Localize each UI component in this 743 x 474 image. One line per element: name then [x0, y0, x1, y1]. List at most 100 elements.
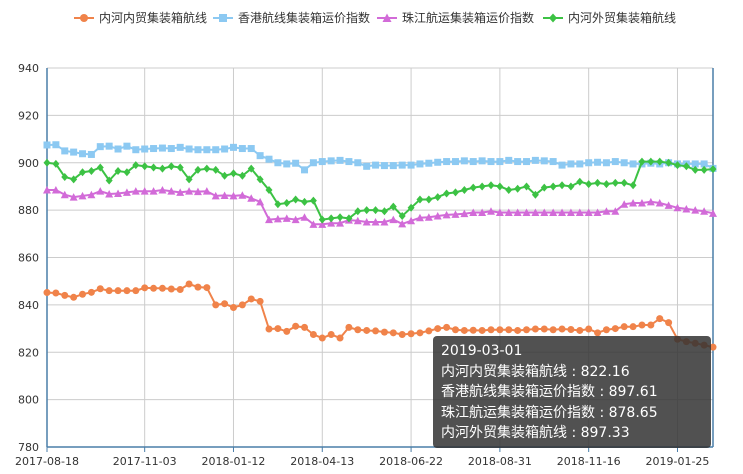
data-point — [301, 166, 309, 174]
data-point — [567, 160, 575, 168]
data-point — [96, 187, 105, 195]
data-point — [372, 161, 380, 169]
data-point — [531, 156, 539, 164]
tooltip-line-3: 珠江航运集装箱运价指数 : 878.65 — [441, 404, 658, 421]
legend-label: 内河内贸集装箱航线 — [99, 10, 207, 25]
data-point — [292, 195, 300, 204]
data-point — [655, 199, 664, 207]
data-point — [416, 195, 424, 204]
data-point — [505, 326, 513, 334]
data-point — [665, 319, 673, 327]
legend-label: 珠江航运集装箱运价指数 — [402, 10, 534, 25]
data-point — [79, 168, 87, 177]
data-point — [140, 187, 149, 195]
data-point — [51, 185, 60, 194]
data-point — [398, 219, 407, 228]
data-point — [336, 156, 344, 164]
data-point — [327, 219, 336, 227]
legend-marker — [549, 13, 557, 23]
data-point — [460, 326, 468, 334]
data-point — [354, 159, 362, 167]
data-point — [629, 323, 637, 331]
data-point — [141, 145, 149, 153]
data-point — [185, 187, 194, 195]
data-point — [194, 283, 202, 291]
data-point — [585, 159, 593, 167]
data-point — [443, 323, 451, 331]
data-point — [274, 159, 282, 167]
data-point — [221, 300, 229, 308]
data-point — [318, 334, 326, 342]
data-point — [363, 162, 371, 170]
legend-item-4[interactable]: 内河外贸集装箱航线 — [543, 10, 676, 25]
data-point — [407, 330, 415, 338]
data-point — [354, 326, 362, 334]
legend[interactable]: 内河内贸集装箱航线 香港航线集装箱运价指数 珠江航运集装箱运价指数 内河外贸集装箱航线 — [74, 10, 676, 25]
data-point — [158, 164, 166, 173]
data-point — [150, 145, 158, 153]
data-point — [61, 147, 69, 155]
data-point — [709, 165, 717, 174]
data-point — [132, 146, 140, 154]
data-point — [380, 328, 388, 336]
data-point — [594, 329, 602, 337]
data-point — [149, 187, 158, 195]
data-point — [327, 157, 335, 165]
data-point — [114, 189, 123, 198]
x-tick-label: 2018-06-22 — [379, 455, 443, 468]
data-point — [478, 182, 486, 191]
data-point — [105, 176, 113, 185]
data-point — [132, 287, 140, 295]
data-point — [301, 323, 309, 331]
data-point — [602, 180, 610, 189]
data-point — [203, 284, 211, 292]
tooltip-line-1: 内河内贸集装箱航线 : 822.16 — [441, 363, 630, 380]
data-point — [558, 161, 566, 169]
legend-item-3[interactable]: 珠江航运集装箱运价指数 — [377, 10, 534, 25]
data-point — [682, 162, 690, 171]
data-point — [274, 325, 282, 333]
data-point — [282, 214, 291, 222]
x-tick-label: 2018-04-13 — [290, 455, 354, 468]
data-point — [309, 220, 318, 228]
data-point — [141, 284, 149, 292]
data-point — [220, 191, 229, 199]
data-point — [487, 207, 495, 215]
data-point — [221, 171, 229, 180]
legend-item-2[interactable]: 香港航线集装箱运价指数 — [213, 10, 370, 25]
data-point — [389, 215, 398, 224]
data-point — [496, 326, 504, 334]
data-point — [576, 160, 584, 168]
data-point — [185, 175, 193, 184]
data-point — [594, 158, 602, 166]
data-point — [389, 162, 397, 170]
data-point — [265, 155, 273, 163]
y-tick-label: 780 — [18, 441, 39, 454]
data-point — [629, 181, 637, 190]
series-3 — [43, 185, 717, 228]
data-point — [709, 209, 717, 217]
data-point — [664, 201, 673, 209]
data-point — [558, 208, 567, 216]
data-point — [265, 185, 273, 194]
data-point — [362, 217, 371, 226]
data-point — [247, 145, 255, 153]
data-point — [478, 208, 487, 216]
data-point — [416, 160, 424, 168]
legend-item-1[interactable]: 内河内贸集装箱航线 — [74, 10, 207, 25]
y-tick-label: 900 — [18, 157, 39, 170]
data-point — [167, 187, 176, 195]
data-point — [229, 143, 237, 151]
data-point — [514, 184, 522, 193]
data-point — [43, 185, 51, 194]
data-point — [336, 334, 344, 342]
data-point — [522, 208, 531, 216]
data-point — [238, 145, 246, 153]
data-point — [549, 158, 557, 166]
data-point — [87, 150, 95, 158]
data-point — [620, 200, 629, 208]
data-point — [691, 206, 700, 214]
data-point — [700, 207, 709, 215]
data-point — [585, 180, 593, 189]
data-point — [656, 157, 664, 166]
